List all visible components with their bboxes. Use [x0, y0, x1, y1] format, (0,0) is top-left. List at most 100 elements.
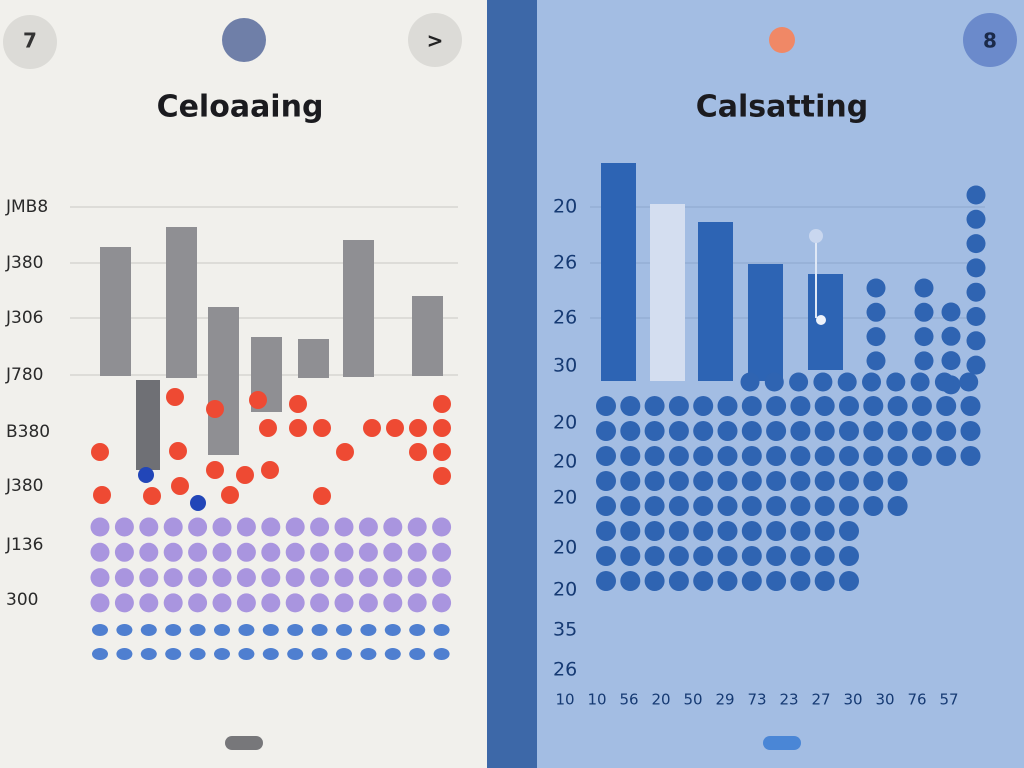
bar [698, 222, 733, 381]
bar [748, 264, 783, 381]
dot [285, 517, 305, 537]
status-dot [769, 27, 795, 53]
dot [741, 396, 762, 416]
dot [285, 593, 305, 613]
dot [790, 496, 811, 516]
dot [384, 624, 401, 636]
dot [310, 568, 330, 588]
dot [90, 593, 110, 613]
dot [766, 471, 787, 491]
dot [409, 419, 427, 437]
dot [310, 593, 330, 613]
back-button[interactable] [3, 15, 57, 69]
home-pill[interactable] [763, 736, 801, 750]
dot [837, 372, 857, 392]
dot [863, 496, 884, 516]
dot [407, 517, 427, 537]
dot [93, 486, 111, 504]
dot [717, 546, 738, 566]
dot [741, 446, 762, 466]
dot [790, 521, 811, 541]
dot [163, 542, 183, 562]
dot [236, 568, 256, 588]
dot [383, 593, 403, 613]
dot [960, 421, 981, 441]
dot [384, 648, 401, 660]
dot [814, 396, 835, 416]
dot [407, 542, 427, 562]
dot [887, 471, 908, 491]
dot [813, 372, 833, 392]
dot [644, 471, 665, 491]
row-label: 10 [555, 691, 574, 709]
dot [693, 446, 714, 466]
dot [790, 571, 811, 591]
dot [334, 568, 354, 588]
dot [966, 185, 986, 205]
axis-label: 20 [553, 451, 577, 473]
dot [358, 542, 378, 562]
dot [432, 593, 452, 613]
dot [596, 546, 616, 566]
axis-label: J380 [5, 253, 43, 273]
home-pill[interactable] [225, 736, 263, 750]
dot [238, 624, 255, 636]
menu-button[interactable] [963, 13, 1017, 67]
row-label: 73 [747, 691, 766, 709]
dot [717, 421, 738, 441]
dot [358, 593, 378, 613]
bar [650, 204, 685, 381]
bar [412, 296, 443, 376]
dot [766, 521, 787, 541]
dot [620, 471, 641, 491]
dot [814, 496, 835, 516]
dot [866, 302, 886, 322]
dot [140, 624, 157, 636]
dot [966, 258, 986, 278]
dot [966, 234, 986, 254]
dot [165, 624, 182, 636]
dot [644, 571, 665, 591]
dot [596, 571, 616, 591]
axis-label: J380 [5, 476, 43, 496]
dot [934, 372, 954, 392]
dot [310, 542, 330, 562]
back-button-label: 7 [23, 29, 37, 53]
dot [383, 542, 403, 562]
dot [914, 351, 934, 371]
dot [139, 517, 159, 537]
dot [941, 302, 961, 322]
dot [814, 546, 835, 566]
dot [620, 496, 641, 516]
dot [960, 396, 981, 416]
dot [620, 571, 641, 591]
dot [959, 372, 979, 392]
axis-label: 35 [553, 619, 577, 641]
dot [360, 624, 377, 636]
next-button[interactable] [408, 13, 462, 67]
dot [966, 307, 986, 326]
dot [693, 496, 714, 516]
dot [911, 446, 932, 466]
dot [596, 471, 616, 491]
right-title: Calsatting [696, 90, 868, 125]
dot [433, 395, 451, 413]
dot [936, 421, 957, 441]
dot [789, 372, 809, 392]
dot [644, 446, 665, 466]
dot [188, 568, 208, 588]
row-label: 20 [651, 691, 670, 709]
dot [914, 302, 934, 322]
dot [212, 542, 232, 562]
dot [334, 517, 354, 537]
dot [620, 396, 641, 416]
dot [668, 546, 689, 566]
dot [143, 487, 161, 505]
dot [188, 593, 208, 613]
dot [140, 648, 157, 660]
dot [839, 421, 859, 441]
axis-label: 26 [553, 252, 577, 274]
dot [766, 396, 787, 416]
axis-label: 20 [553, 196, 577, 218]
